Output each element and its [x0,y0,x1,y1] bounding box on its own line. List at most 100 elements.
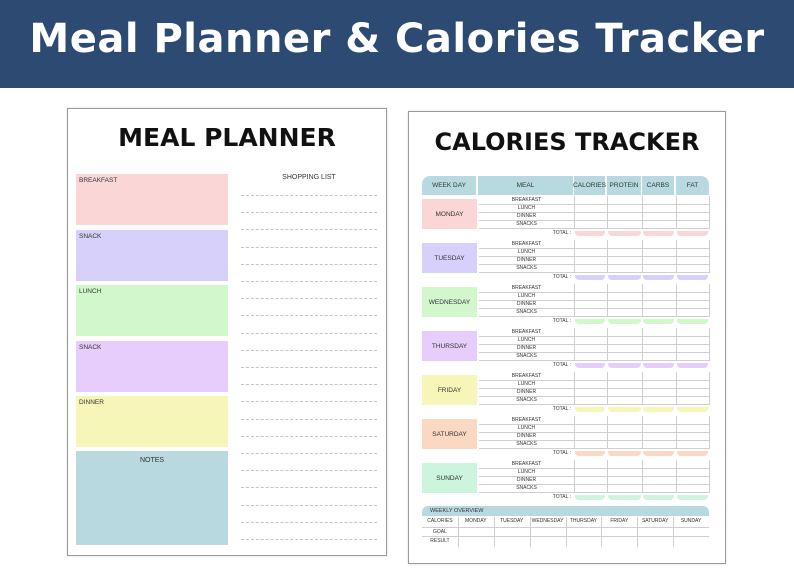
row-divider [479,468,709,469]
column-divider [574,196,575,229]
meal-row-lunch: LUNCH [517,337,536,343]
row-divider [479,300,709,301]
shopping-list-line [241,367,377,368]
calories-tracker-title: CALORIES TRACKER [434,128,700,156]
total-cell [608,319,641,324]
meal-row-breakfast: BREAKFAST [511,417,542,423]
weekly-col-tuesday: TUESDAY [500,518,524,524]
row-divider [479,316,709,317]
header-meal: MEAL [478,176,574,195]
meal-row-snacks: SNACKS [516,221,537,227]
row-divider [479,220,709,221]
header-week-day: WEEK DAY [422,176,477,195]
day-saturday: SATURDAY [422,419,477,449]
day-tuesday: TUESDAY [422,243,477,273]
column-divider [607,460,608,493]
shopping-list-line [241,263,377,265]
row-divider [479,404,709,405]
column-divider [607,328,608,361]
meal-planner-sheet: MEAL PLANNER NOTES SHOPPING LIST BREAKFA… [67,108,387,556]
total-cell [643,319,674,324]
shopping-list-line [241,453,377,454]
meal-row-breakfast: BREAKFAST [511,197,542,203]
total-label: TOTAL : [552,362,571,368]
total-cell [608,363,641,368]
meal-section-breakfast: BREAKFAST [76,174,228,225]
total-cell [677,495,708,500]
meal-row-snacks: SNACKS [516,485,537,491]
row-divider [479,476,709,477]
shopping-list-line [241,384,377,386]
column-divider [529,517,531,547]
total-cell [643,495,674,500]
row-divider [479,344,709,345]
column-divider [601,517,603,547]
shopping-list-line [241,332,377,334]
shopping-list-line [241,298,377,300]
total-cell [643,407,674,412]
row-divider [479,292,709,293]
meal-section-snack: SNACK [76,229,228,281]
column-divider [676,460,677,493]
weekly-row-goal: GOAL [432,529,447,535]
row-divider [479,484,709,485]
column-divider [709,284,710,317]
header-fat: FAT [676,176,709,195]
total-cell [643,451,674,456]
column-divider [709,372,710,405]
total-cell [677,275,708,280]
column-divider [709,240,710,273]
shopping-list-line [241,246,377,248]
row-divider [479,308,709,309]
weekly-col-saturday: SATURDAY [641,518,669,524]
column-divider [676,196,677,229]
total-cell [608,495,641,500]
weekly-col-friday: FRIDAY [610,518,629,524]
shopping-list-line [241,281,377,282]
meal-row-breakfast: BREAKFAST [511,373,542,379]
total-cell [643,231,674,236]
shopping-list-label: SHOPPING LIST [282,174,336,181]
total-cell [575,363,605,368]
meal-row-dinner: DINNER [516,257,537,263]
total-cell [608,231,641,236]
meal-planner-title: MEAL PLANNER [118,123,336,152]
meal-row-dinner: DINNER [516,389,537,395]
column-divider [676,328,677,361]
meal-row-breakfast: BREAKFAST [511,329,542,335]
column-divider [574,240,575,273]
column-divider [642,416,643,449]
column-divider [642,240,643,273]
total-cell [575,451,605,456]
total-cell [608,407,641,412]
shopping-list-line [241,435,377,437]
meal-row-lunch: LUNCH [517,425,536,431]
total-cell [575,319,605,324]
notes-box: NOTES [76,451,228,545]
shopping-list-line [241,487,377,489]
shopping-list-line [241,401,377,403]
column-divider [565,517,567,547]
meal-row-lunch: LUNCH [517,249,536,255]
day-thursday: THURSDAY [422,331,477,361]
total-cell [608,451,641,456]
total-label: TOTAL : [552,274,571,280]
weekly-col-sunday: SUNDAY [680,518,702,524]
meal-row-dinner: DINNER [516,301,537,307]
shopping-list-line [241,212,377,214]
row-divider [479,272,709,273]
meal-row-lunch: LUNCH [517,469,536,475]
row-divider [479,336,709,337]
row-divider [422,527,709,528]
meal-section-snack: SNACK [76,340,228,392]
column-divider [676,240,677,273]
header-carbs: CARBS [642,176,675,195]
shopping-list-line [241,195,377,196]
column-divider [574,328,575,361]
column-divider [676,284,677,317]
total-label: TOTAL : [552,318,571,324]
total-label: TOTAL : [552,406,571,412]
column-divider [642,372,643,405]
total-cell [677,451,708,456]
shopping-list-line [241,229,377,231]
